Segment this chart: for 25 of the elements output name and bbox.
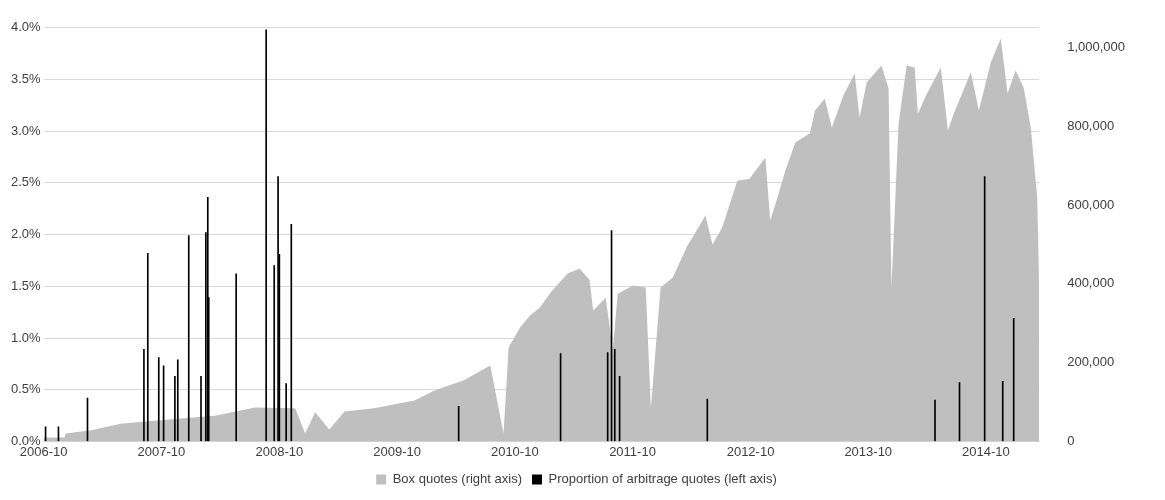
y2-tick-label: 1,000,000 [1067, 39, 1126, 55]
y2-tick-label: 800,000 [1067, 117, 1115, 133]
y2-tick-label: 400,000 [1067, 275, 1115, 291]
y-tick-label: 3.0% [10, 122, 42, 138]
y-tick-label: 1.5% [10, 277, 42, 293]
x-tick-label: 2012-10 [726, 443, 775, 459]
y-tick-label: 2.0% [10, 226, 42, 242]
y-tick-label: 2.5% [10, 174, 42, 190]
y-tick-label: 0.0% [10, 432, 42, 448]
x-tick-label: 2013-10 [844, 443, 893, 459]
y-tick-label: 1.0% [10, 329, 42, 345]
x-tick-label: 2014-10 [962, 443, 1010, 459]
y2-tick-label: 0 [1067, 432, 1075, 448]
legend-label: Proportion of arbitrage quotes (left axis) [548, 471, 777, 487]
x-tick-label: 2009-10 [373, 443, 421, 459]
y-tick-label: 0.5% [10, 381, 42, 397]
y2-tick-label: 600,000 [1067, 196, 1115, 212]
x-tick-label: 2008-10 [255, 443, 304, 459]
y-tick-label: 3.5% [10, 71, 42, 87]
x-tick-label: 2011-10 [609, 443, 656, 459]
legend-label: Box quotes (right axis) [392, 471, 523, 487]
y2-tick-label: 200,000 [1067, 354, 1115, 370]
y-tick-label: 4.0% [10, 19, 42, 35]
x-tick-label: 2010-10 [490, 443, 539, 459]
x-tick-label: 2007-10 [137, 443, 186, 459]
